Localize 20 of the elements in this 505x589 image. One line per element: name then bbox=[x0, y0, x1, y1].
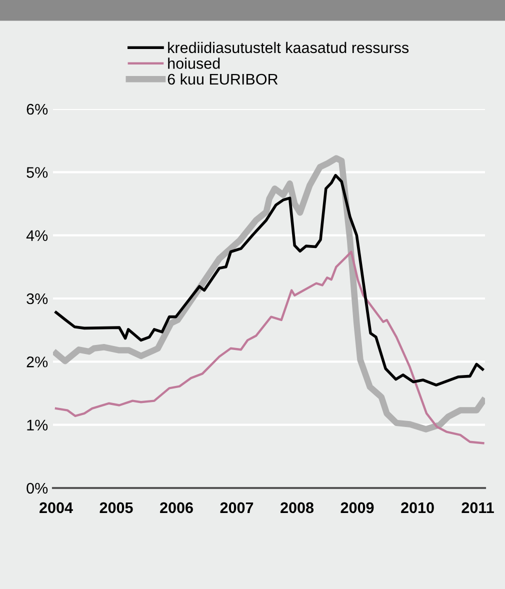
x-tick-label: 2004 bbox=[40, 502, 73, 514]
y-tick-label: 6% bbox=[26, 104, 48, 115]
line-series bbox=[54, 250, 484, 444]
y-tick-label: 3% bbox=[26, 293, 48, 304]
x-tick-label: 2006 bbox=[160, 502, 193, 514]
legend-label: krediidiasutustelt kaasatud ressurss bbox=[168, 42, 409, 54]
line-series bbox=[54, 174, 484, 386]
y-tick-label: 1% bbox=[27, 420, 48, 430]
y-tick-label: 2% bbox=[26, 356, 48, 368]
y-tick-label: 4% bbox=[26, 230, 48, 241]
y-tick-label: 0% bbox=[26, 482, 48, 494]
x-tick-label: 2010 bbox=[401, 502, 434, 514]
x-tick-label: 2008 bbox=[280, 502, 314, 514]
x-tick-label: 2009 bbox=[340, 502, 374, 514]
legend-label: hoiused bbox=[168, 58, 220, 69]
x-tick-label: 2007 bbox=[220, 502, 254, 514]
legend-label: 6 kuu EURIBOR bbox=[168, 73, 278, 85]
y-tick-label: 5% bbox=[26, 167, 48, 178]
x-tick-label: 2011 bbox=[462, 502, 494, 514]
x-tick-label: 2005 bbox=[100, 502, 133, 514]
